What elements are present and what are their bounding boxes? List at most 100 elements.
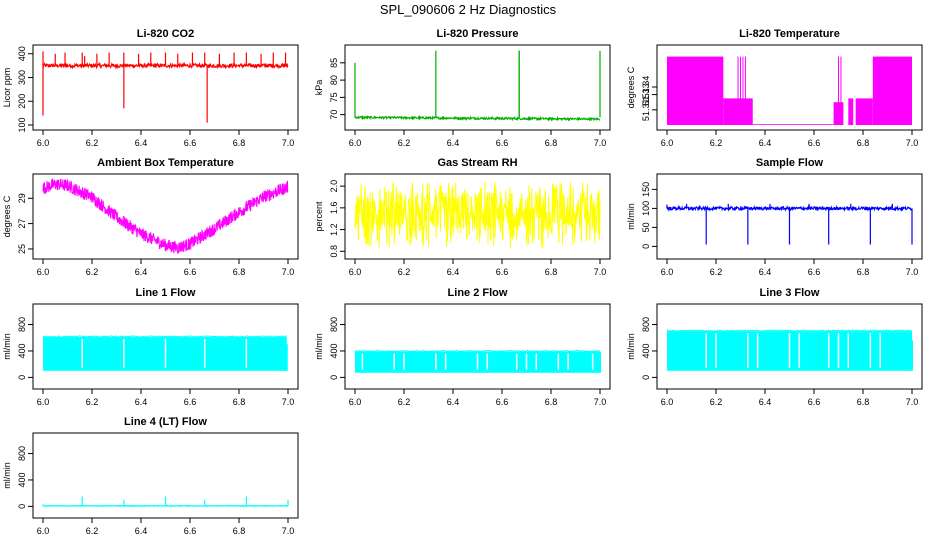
x-tick-label: 6.0 xyxy=(349,138,362,148)
x-tick-label: 6.6 xyxy=(184,267,197,277)
x-tick-label: 6.0 xyxy=(37,397,50,407)
y-tick-label: 400 xyxy=(17,343,27,358)
x-tick-label: 6.6 xyxy=(184,397,197,407)
y-tick-label: 25 xyxy=(17,244,27,254)
block-mark xyxy=(855,98,873,125)
y-tick-label: 0 xyxy=(329,375,339,380)
chart-series xyxy=(667,56,912,125)
y-axis: 0 400 800 xyxy=(641,317,658,380)
x-tick-label: 6.4 xyxy=(759,267,772,277)
x-tick-label: 6.6 xyxy=(496,267,509,277)
x-tick-label: 6.0 xyxy=(349,397,362,407)
x-tick-label: 6.4 xyxy=(759,397,772,407)
y-axis-label: degrees C xyxy=(2,195,12,237)
x-axis: 6.0 6.2 6.4 6.6 6.8 7.0 xyxy=(37,258,294,277)
y-tick-label: 51.31 xyxy=(641,99,651,122)
y-axis-label: ml/min xyxy=(2,462,12,489)
chart-title: Gas Stream RH xyxy=(437,157,517,169)
chart-series xyxy=(354,182,601,249)
x-tick-label: 7.0 xyxy=(594,397,607,407)
chart-series xyxy=(42,51,289,123)
chart-series xyxy=(42,177,289,255)
x-tick-label: 6.8 xyxy=(857,138,870,148)
y-axis-label: percent xyxy=(314,201,324,232)
y-tick-label: 29 xyxy=(17,193,27,203)
x-tick-label: 6.8 xyxy=(233,397,246,407)
x-tick-label: 7.0 xyxy=(282,397,295,407)
x-tick-label: 6.6 xyxy=(496,138,509,148)
chart-series xyxy=(666,329,913,371)
x-tick-label: 6.2 xyxy=(398,397,411,407)
y-axis-label: ml/min xyxy=(2,333,12,360)
x-axis: 6.0 6.2 6.4 6.6 6.8 7.0 xyxy=(349,388,607,407)
y-tick-label: 51.33 xyxy=(641,83,651,106)
chart-panel-ambient-temp: Ambient Box Temperature 6.0 6.2 6.4 6.6 6.8 7.… xyxy=(2,157,299,277)
x-tick-label: 6.6 xyxy=(808,267,821,277)
x-tick-label: 6.6 xyxy=(184,138,197,148)
y-axis: 0 400 800 xyxy=(17,317,34,380)
y-tick-label: 0.8 xyxy=(329,245,339,258)
y-tick-label: 300 xyxy=(17,70,27,85)
chart-series xyxy=(42,496,289,508)
x-tick-label: 6.0 xyxy=(349,267,362,277)
y-tick-label: 0 xyxy=(17,504,27,509)
y-tick-label: 100 xyxy=(17,117,27,132)
block-mark xyxy=(848,98,854,125)
x-tick-label: 7.0 xyxy=(594,267,607,277)
x-tick-label: 6.6 xyxy=(496,397,509,407)
y-tick-label: 200 xyxy=(17,94,27,109)
x-tick-label: 6.4 xyxy=(759,138,772,148)
x-tick-label: 6.0 xyxy=(661,138,674,148)
y-tick-label: 800 xyxy=(329,317,339,332)
chart-title: Line 2 Flow xyxy=(448,287,508,299)
y-axis: 0 400 800 xyxy=(329,317,346,380)
x-axis: 6.0 6.2 6.4 6.6 6.8 7.0 xyxy=(37,388,295,407)
x-tick-label: 6.4 xyxy=(135,138,148,148)
x-tick-label: 6.8 xyxy=(857,267,870,277)
band-edge xyxy=(666,329,913,332)
y-tick-label: 800 xyxy=(641,317,651,332)
x-tick-label: 6.2 xyxy=(86,267,99,277)
x-tick-label: 6.8 xyxy=(545,397,558,407)
y-tick-label: 800 xyxy=(17,317,27,332)
x-tick-label: 7.0 xyxy=(906,138,919,148)
y-tick-label: 80 xyxy=(329,75,339,85)
y-axis: 0 50 100 150 xyxy=(641,182,658,249)
x-axis: 6.0 6.2 6.4 6.6 6.8 7.0 xyxy=(661,258,919,277)
x-tick-label: 6.2 xyxy=(398,138,411,148)
chart-title: Line 4 (LT) Flow xyxy=(124,416,207,428)
block-mark xyxy=(872,56,912,125)
chart-panel-line1-flow: Line 1 Flow 6.0 6.2 6.4 6.6 6.8 7.0 0 400 800 ml/m… xyxy=(2,287,299,407)
chart-panel-line4-flow: Line 4 (LT) Flow 6.0 6.2 6.4 6.6 6.8 7.0 0 400 80… xyxy=(2,416,299,536)
y-tick-label: 27 xyxy=(17,219,27,229)
y-axis-label: degrees C xyxy=(626,66,636,108)
chart-panel-line3-flow: Line 3 Flow 6.0 6.2 6.4 6.6 6.8 7.0 0 400 800 ml/m… xyxy=(626,287,923,407)
y-tick-label: 85 xyxy=(329,58,339,68)
y-axis-label: ml/min xyxy=(626,333,636,360)
x-tick-label: 6.4 xyxy=(135,397,148,407)
x-axis: 6.0 6.2 6.4 6.6 6.8 7.0 xyxy=(37,129,294,148)
series-line xyxy=(354,182,601,249)
x-axis: 6.0 6.2 6.4 6.6 6.8 7.0 xyxy=(37,517,294,536)
y-tick-label: 2.0 xyxy=(329,180,339,193)
y-tick-label: 50 xyxy=(641,222,651,232)
chart-title: Li-820 Temperature xyxy=(739,28,840,40)
x-tick-label: 6.8 xyxy=(857,397,870,407)
y-axis: 100 200 300 400 xyxy=(17,46,34,133)
x-tick-label: 6.8 xyxy=(233,267,246,277)
x-tick-label: 6.2 xyxy=(710,138,723,148)
y-tick-label: 100 xyxy=(641,201,651,216)
x-tick-label: 6.2 xyxy=(710,267,723,277)
y-tick-label: 400 xyxy=(17,472,27,487)
y-tick-label: 70 xyxy=(329,110,339,120)
band-edge xyxy=(354,349,601,353)
x-tick-label: 7.0 xyxy=(906,267,919,277)
x-tick-label: 6.6 xyxy=(808,138,821,148)
x-tick-label: 7.0 xyxy=(906,397,919,407)
x-tick-label: 6.8 xyxy=(233,526,246,536)
x-tick-label: 6.0 xyxy=(37,526,50,536)
x-tick-label: 6.2 xyxy=(86,397,99,407)
x-axis: 6.0 6.2 6.4 6.6 6.8 7.0 xyxy=(349,129,606,148)
chart-title: Li-820 Pressure xyxy=(437,28,519,40)
